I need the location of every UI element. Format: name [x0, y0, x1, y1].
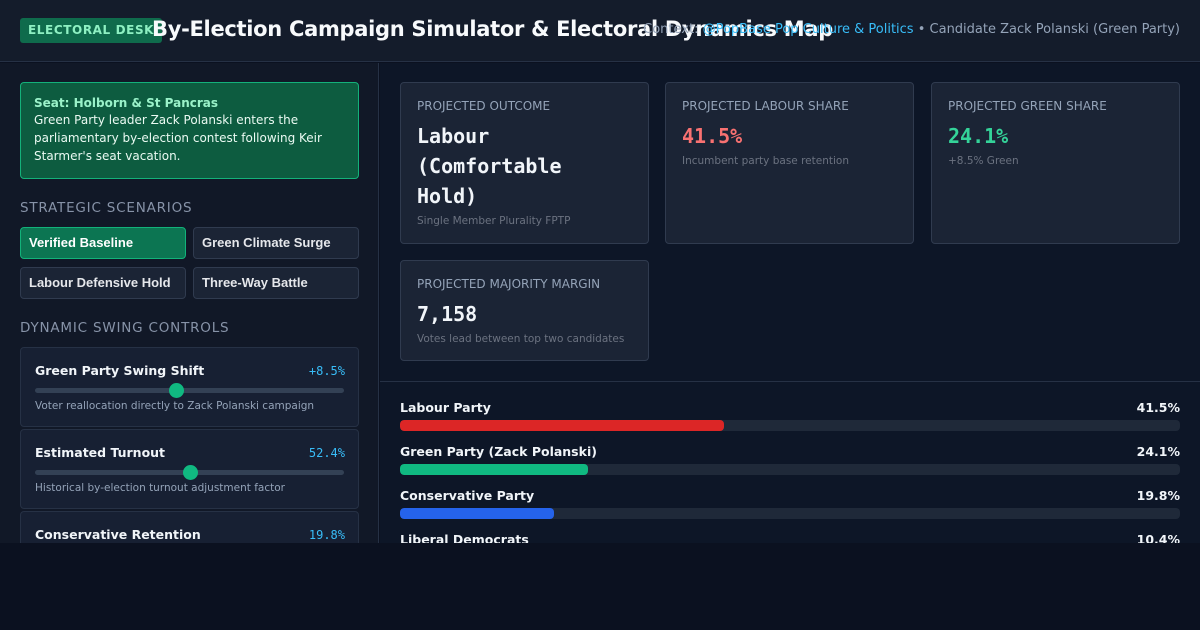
metric-label: Projected Green Share: [948, 99, 1107, 113]
party-name: Liberal Democrats: [400, 532, 529, 543]
sidebar: Seat: Holborn & St Pancras Green Party l…: [0, 63, 379, 543]
party-share: 19.8%: [1136, 488, 1180, 503]
main-panel: Projected Outcome Labour (Comfortable Ho…: [380, 63, 1200, 543]
metric-label: Projected Outcome: [417, 99, 551, 113]
metric-green-share: Projected Green Share 24.1% +8.5% Green: [931, 82, 1180, 244]
control-value: 52.4%: [308, 446, 345, 460]
metric-label: Projected Majority Margin: [417, 277, 601, 291]
metric-value: 7,158: [417, 302, 478, 326]
share-bar-labour: [400, 420, 724, 431]
context-line: Context: @PopBase Pop Culture & Politics…: [643, 22, 1180, 37]
metric-subtitle: Votes lead between top two candidates: [417, 333, 625, 345]
section-divider: [380, 381, 1200, 382]
metric-projected-outcome: Projected Outcome Labour (Comfortable Ho…: [400, 82, 649, 244]
desk-badge: ELECTORAL DESK: [20, 18, 163, 43]
metric-majority-margin: Projected Majority Margin 7,158 Votes le…: [400, 260, 649, 361]
party-name: Labour Party: [400, 400, 491, 415]
scenario-verified-baseline[interactable]: Verified Baseline: [20, 227, 186, 259]
control-label: Green Party Swing Shift: [35, 363, 205, 378]
control-label: Conservative Retention: [35, 527, 201, 542]
page-title: By-Election Campaign Simulator & Elector…: [152, 17, 833, 41]
share-bar-track: [400, 420, 1180, 431]
party-share: 41.5%: [1136, 400, 1180, 415]
scenario-three-way-battle[interactable]: Three-Way Battle: [193, 267, 359, 299]
scenarios-heading: Strategic Scenarios: [20, 200, 193, 216]
green-swing-slider[interactable]: [35, 383, 344, 398]
result-row-green: Green Party (Zack Polanski) 24.1%: [400, 444, 1180, 480]
seat-description: Green Party leader Zack Polanski enters …: [34, 113, 322, 163]
party-share: 10.4%: [1136, 532, 1180, 543]
metric-label: Projected Labour Share: [682, 99, 849, 113]
share-bar-track: [400, 464, 1180, 475]
party-name: Green Party (Zack Polanski): [400, 444, 597, 459]
control-turnout: Estimated Turnout 52.4% Historical by-el…: [20, 429, 359, 509]
share-bar-track: [400, 508, 1180, 519]
page-footer-area: [0, 543, 1200, 630]
party-share: 24.1%: [1136, 444, 1180, 459]
metric-subtitle: Incumbent party base retention: [682, 155, 849, 167]
share-bar-green: [400, 464, 588, 475]
scenario-green-climate-surge[interactable]: Green Climate Surge: [193, 227, 359, 259]
metric-subtitle: +8.5% Green: [948, 155, 1019, 167]
metric-labour-share: Projected Labour Share 41.5% Incumbent p…: [665, 82, 914, 244]
control-description: Voter reallocation directly to Zack Pola…: [35, 400, 315, 412]
metric-value: Labour (Comfortable Hold): [417, 124, 562, 208]
control-label: Estimated Turnout: [35, 445, 166, 460]
metric-value: 41.5%: [682, 124, 743, 148]
context-link[interactable]: @PopBase Pop Culture & Politics: [702, 22, 914, 37]
scenario-labour-defensive-hold[interactable]: Labour Defensive Hold: [20, 267, 186, 299]
turnout-slider[interactable]: [35, 465, 344, 480]
context-prefix: Context:: [643, 22, 703, 37]
seat-card: Seat: Holborn & St Pancras Green Party l…: [20, 82, 359, 179]
control-value: 19.8%: [308, 528, 345, 542]
share-bar-conservative: [400, 508, 555, 519]
control-value: +8.5%: [308, 364, 345, 378]
result-row-conservative: Conservative Party 19.8%: [400, 488, 1180, 524]
slider-thumb[interactable]: [182, 465, 198, 480]
context-suffix: • Candidate Zack Polanski (Green Party): [913, 22, 1180, 37]
control-green-swing: Green Party Swing Shift +8.5% Voter real…: [20, 347, 359, 427]
metric-value: 24.1%: [948, 124, 1009, 148]
app-header: ELECTORAL DESK By-Election Campaign Simu…: [0, 0, 1200, 62]
controls-heading: Dynamic Swing Controls: [20, 320, 230, 336]
metric-subtitle: Single Member Plurality FPTP: [417, 215, 571, 227]
control-conservative-retention: Conservative Retention 19.8%: [20, 511, 359, 543]
result-row-labour: Labour Party 41.5%: [400, 400, 1180, 436]
result-row-libdem: Liberal Democrats 10.4%: [400, 532, 1180, 543]
slider-thumb[interactable]: [168, 383, 184, 398]
party-name: Conservative Party: [400, 488, 535, 503]
seat-title: Seat: Holborn & St Pancras: [34, 96, 219, 110]
control-description: Historical by-election turnout adjustmen…: [35, 482, 285, 494]
